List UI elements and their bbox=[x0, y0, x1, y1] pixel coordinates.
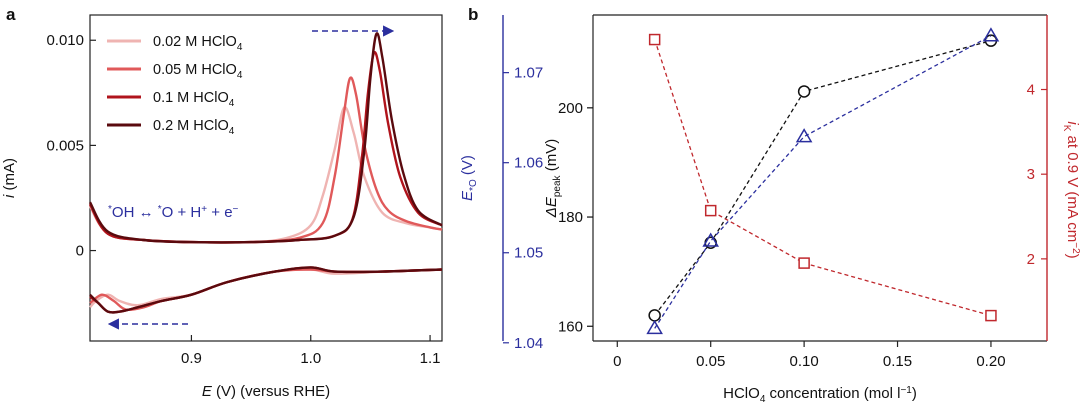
a-x-tick-label-2: 1.1 bbox=[420, 350, 441, 367]
panel-a-label: a bbox=[6, 5, 16, 24]
legend-label-2: 0.1 M HClO4 bbox=[153, 90, 235, 109]
b-x-tick-label-4: 0.20 bbox=[976, 353, 1005, 370]
b-left-tick-label-0: 160 bbox=[558, 318, 583, 335]
a-x-tick-label-1: 1.0 bbox=[300, 350, 321, 367]
circle-series-line bbox=[654, 40, 992, 316]
panel-a-frame bbox=[89, 14, 443, 342]
panel-a-x-ticks: 0.9 1.0 1.1 bbox=[181, 335, 441, 367]
reaction-annotation: *OH ↔ *O + H+ + e− bbox=[108, 204, 239, 221]
a-y-tick-label-2: 0.010 bbox=[46, 32, 84, 49]
ik-axis-label: iK at 0.9 V (mA cm−2) bbox=[1061, 121, 1080, 258]
panel-b-chart: 0 0.05 0.10 0.15 0.20 160 180 200 1.04 1.05 1.06 1.… bbox=[459, 14, 1080, 405]
a-y-tick-label-0: 0 bbox=[76, 243, 84, 260]
triangle-marker-2 bbox=[795, 128, 813, 143]
a-y-tick-label-1: 0.005 bbox=[46, 137, 84, 154]
b-right-tick-label-1: 3 bbox=[1027, 166, 1035, 183]
b-mid-tick-label-1: 1.05 bbox=[514, 245, 543, 262]
panel-a-y-axis-label: i (mA) bbox=[1, 158, 18, 198]
panel-a-chart: 0 0.005 0.010 0.9 1.0 1.1 0.02 M HClO4 0.05 … bbox=[1, 14, 443, 400]
panel-a-curves bbox=[88, 32, 443, 314]
cv-cathodic-3 bbox=[89, 266, 443, 314]
delta-e-peak-axis-label: ΔEpeak (mV) bbox=[543, 139, 563, 218]
b-left-tick-label-2: 200 bbox=[558, 100, 583, 117]
b-mid-tick-label-0: 1.04 bbox=[514, 335, 543, 352]
cv-anodic-3 bbox=[88, 32, 443, 244]
panel-a-y-ticks: 0 0.005 0.010 bbox=[46, 32, 96, 260]
cv-cathodic-0 bbox=[89, 268, 443, 309]
b-x-tick-label-0: 0 bbox=[613, 353, 621, 370]
b-x-tick-label-1: 0.05 bbox=[696, 353, 725, 370]
square-marker-0 bbox=[648, 33, 661, 46]
panel-b-ticks: 0 0.05 0.10 0.15 0.20 160 180 200 1.04 1.05 1.06 1.… bbox=[503, 65, 1047, 370]
b-mid-tick-label-2: 1.06 bbox=[514, 155, 543, 172]
triangle-series-line bbox=[654, 35, 992, 329]
circle-marker-2 bbox=[797, 85, 811, 98]
panel-b-x-axis-label: HClO4 concentration (mol l−1) bbox=[723, 385, 917, 405]
e-o-axis-label: E*O (V) bbox=[459, 155, 479, 201]
b-x-tick-label-2: 0.10 bbox=[790, 353, 819, 370]
b-x-tick-label-3: 0.15 bbox=[883, 353, 912, 370]
b-right-tick-label-2: 4 bbox=[1027, 82, 1035, 99]
b-mid-tick-label-3: 1.07 bbox=[514, 65, 543, 82]
legend-label-1: 0.05 M HClO4 bbox=[153, 62, 243, 81]
panel-b-label: b bbox=[468, 5, 478, 24]
circle-marker-0 bbox=[648, 309, 661, 322]
square-marker-3 bbox=[985, 309, 997, 322]
square-marker-1 bbox=[704, 204, 717, 217]
triangle-marker-3 bbox=[982, 27, 1000, 42]
triangle-marker-0 bbox=[646, 319, 663, 335]
legend-label-0: 0.02 M HClO4 bbox=[153, 34, 243, 53]
triangle-marker-1 bbox=[702, 232, 720, 247]
panel-a-legend: 0.02 M HClO4 0.05 M HClO4 0.1 M HClO4 0.… bbox=[107, 34, 243, 137]
b-left-tick-label-1: 180 bbox=[558, 209, 583, 226]
a-x-tick-label-0: 0.9 bbox=[181, 350, 202, 367]
square-marker-2 bbox=[798, 257, 810, 269]
panel-b-series bbox=[646, 27, 1000, 335]
square-series-line bbox=[654, 39, 992, 317]
b-right-tick-label-0: 2 bbox=[1027, 251, 1035, 268]
panel-a-x-axis-label: E (V) (versus RHE) bbox=[202, 383, 330, 400]
legend-label-3: 0.2 M HClO4 bbox=[153, 118, 235, 137]
